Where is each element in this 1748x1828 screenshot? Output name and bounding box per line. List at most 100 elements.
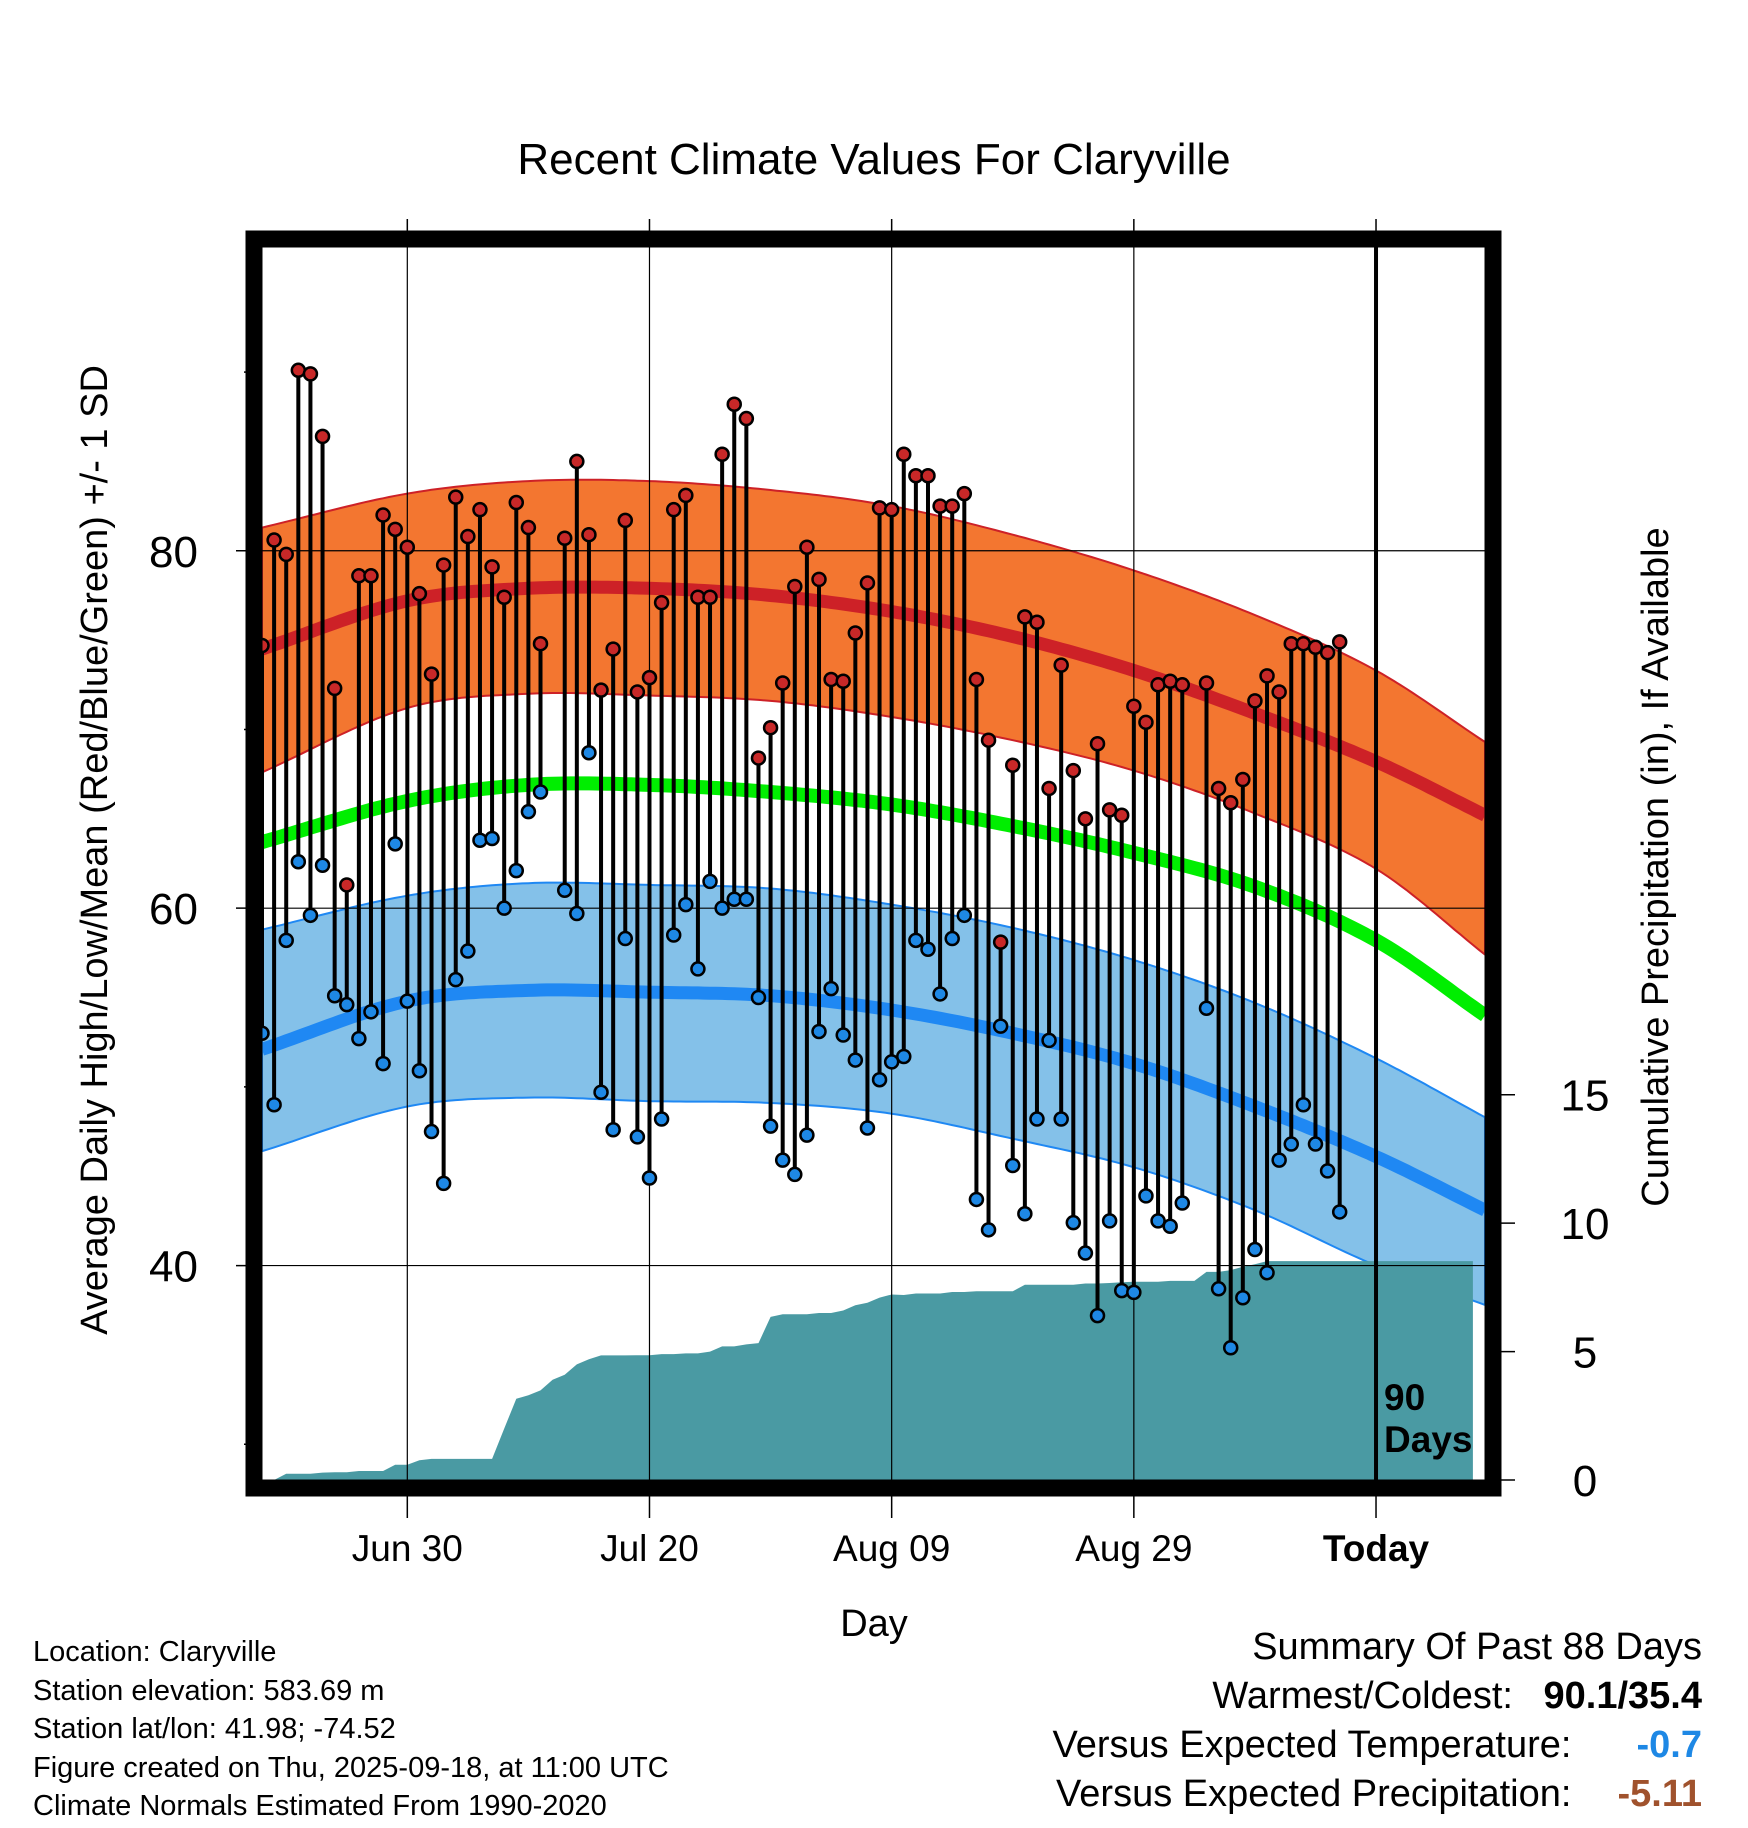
vs-precip-value: -5.11 bbox=[1617, 1773, 1702, 1815]
daily-high-point bbox=[920, 467, 936, 484]
daily-high-point bbox=[774, 675, 791, 691]
daily-high-point bbox=[508, 494, 525, 511]
daily-low-point bbox=[932, 986, 948, 1002]
daily-high-point bbox=[799, 539, 815, 555]
daily-high-point bbox=[653, 594, 670, 611]
latlon-text: Station lat/lon: 41.98; -74.52 bbox=[33, 1713, 396, 1745]
daily-high-point bbox=[1331, 634, 1348, 650]
precip-tick-label: 10 bbox=[1561, 1200, 1610, 1249]
daily-low-point bbox=[629, 1129, 646, 1145]
high-sd-band bbox=[262, 478, 1485, 956]
daily-low-point bbox=[314, 857, 331, 874]
daily-low-point bbox=[1174, 1195, 1191, 1211]
daily-high-point bbox=[641, 669, 658, 686]
daily-low-point bbox=[641, 1170, 658, 1186]
daily-high-point bbox=[1005, 757, 1021, 773]
daily-low-point bbox=[896, 1048, 912, 1065]
daily-low-point bbox=[920, 941, 936, 958]
chart-title: Recent Climate Values For Claryville bbox=[517, 135, 1230, 184]
daily-low-point bbox=[605, 1122, 621, 1138]
daily-low-point bbox=[762, 1118, 779, 1134]
daily-low-point bbox=[871, 1071, 888, 1088]
daily-low-point bbox=[1126, 1284, 1142, 1301]
daily-low-point bbox=[956, 907, 973, 924]
window-label-line: Days bbox=[1384, 1419, 1472, 1460]
daily-low-point bbox=[1307, 1136, 1324, 1152]
daily-high-point bbox=[363, 568, 379, 584]
daily-low-point bbox=[702, 873, 718, 890]
daily-high-point bbox=[1113, 807, 1130, 824]
daily-low-point bbox=[1065, 1214, 1082, 1231]
vs-temp-row: Versus Expected Temperature: -0.7 bbox=[1053, 1721, 1702, 1770]
daily-low-point bbox=[1077, 1245, 1094, 1261]
daily-low-point bbox=[375, 1055, 391, 1072]
summary-title: Summary Of Past 88 Days bbox=[1252, 1626, 1702, 1668]
daily-low-point bbox=[908, 932, 924, 949]
window-label-line: 90 bbox=[1384, 1377, 1425, 1418]
daily-high-point bbox=[1247, 693, 1263, 709]
daily-high-point bbox=[835, 673, 851, 689]
precip-tick-label: 5 bbox=[1573, 1329, 1597, 1378]
daily-high-point bbox=[714, 446, 730, 463]
elevation-text: Station elevation: 583.69 m bbox=[33, 1674, 385, 1707]
daily-high-point bbox=[823, 671, 839, 688]
daily-low-point bbox=[968, 1191, 985, 1208]
daily-low-point bbox=[399, 993, 416, 1009]
daily-high-point bbox=[896, 446, 912, 463]
daily-high-point bbox=[956, 485, 973, 502]
daily-low-point bbox=[1017, 1205, 1033, 1222]
daily-low-point bbox=[1319, 1163, 1336, 1179]
daily-high-point bbox=[629, 684, 646, 700]
daily-high-point bbox=[1126, 698, 1142, 714]
vs-temp-value: -0.7 bbox=[1636, 1724, 1702, 1766]
daily-high-point bbox=[811, 571, 827, 588]
daily-low-point bbox=[714, 900, 730, 916]
y-tick-label: 40 bbox=[149, 1243, 198, 1292]
daily-low-point bbox=[520, 803, 537, 820]
daily-high-point bbox=[556, 530, 573, 547]
daily-high-point bbox=[1307, 639, 1324, 656]
daily-low-point bbox=[339, 996, 355, 1013]
daily-high-point bbox=[726, 396, 742, 413]
normals-period-text: Climate Normals Estimated From 1990-2020 bbox=[33, 1790, 607, 1822]
daily-low-point bbox=[1210, 1281, 1227, 1297]
daily-low-point bbox=[678, 896, 694, 913]
x-tick-label: Jul 20 bbox=[600, 1528, 699, 1569]
daily-high-point bbox=[1222, 794, 1239, 811]
daily-low-point bbox=[617, 930, 634, 947]
daily-high-point bbox=[435, 557, 452, 573]
daily-high-point bbox=[1041, 780, 1057, 797]
daily-low-point bbox=[1222, 1340, 1239, 1356]
daily-high-point bbox=[1101, 802, 1118, 818]
daily-low-point bbox=[326, 987, 343, 1004]
daily-high-point bbox=[1174, 677, 1191, 693]
daily-low-point bbox=[581, 744, 597, 761]
daily-low-point bbox=[823, 980, 839, 997]
daily-low-point bbox=[1198, 1000, 1215, 1016]
axes: Jun 30 Jul 20 Aug 09 Aug 29 Today 40 60 80 0 5 10 1… bbox=[149, 219, 1609, 1569]
daily-high-point bbox=[532, 635, 549, 652]
daily-low-point bbox=[1271, 1152, 1287, 1168]
daily-high-point bbox=[1259, 668, 1275, 684]
daily-high-point bbox=[339, 877, 355, 893]
created-text: Figure created on Thu, 2025-09-18, at 11… bbox=[33, 1751, 669, 1784]
daily-high-point bbox=[484, 559, 500, 575]
daily-low-point bbox=[411, 1063, 428, 1079]
daily-high-point bbox=[447, 489, 464, 505]
daily-low-point bbox=[690, 961, 706, 977]
daily-high-point bbox=[1065, 762, 1082, 779]
x-tick-label: Aug 09 bbox=[833, 1528, 950, 1569]
vs-precip-label: Versus Expected Precipitation: bbox=[1056, 1773, 1572, 1815]
daily-low-point bbox=[1283, 1136, 1300, 1152]
daily-high-point bbox=[1017, 609, 1033, 625]
daily-high-point bbox=[1210, 780, 1227, 797]
daily-low-point bbox=[1150, 1213, 1166, 1229]
plot-area: 90 Days bbox=[262, 247, 1485, 1480]
daily-high-point bbox=[411, 585, 428, 602]
daily-high-point bbox=[314, 428, 331, 445]
daily-low-point bbox=[1138, 1188, 1154, 1204]
y-tick-label: 80 bbox=[149, 528, 198, 577]
daily-high-point bbox=[992, 934, 1009, 950]
daily-low-point bbox=[278, 932, 294, 949]
